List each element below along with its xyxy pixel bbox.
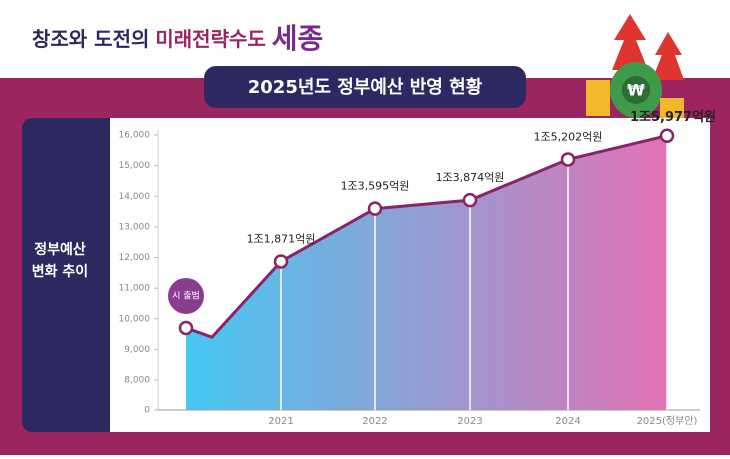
- point: [178, 320, 194, 336]
- point: [462, 192, 478, 208]
- value-label: 1조5,202억원: [534, 130, 603, 143]
- side-label: 변화 추이: [32, 263, 88, 280]
- chart-subtitle: 2025년도 정부예산 반영 현황: [248, 77, 483, 98]
- annotation: 시 출범: [172, 290, 200, 301]
- side-label: 정부예산: [34, 241, 86, 258]
- value-label: 1조5,977억원: [630, 110, 716, 125]
- annotation-bubble: [168, 277, 204, 314]
- point: [560, 152, 576, 167]
- side-panel: [22, 118, 122, 432]
- svg-text:₩: ₩: [627, 81, 645, 100]
- title-part: 창조와 도전의: [32, 27, 149, 51]
- title-part: 미래전략수도: [155, 27, 265, 51]
- y-tick-label: 15,000: [119, 161, 151, 171]
- x-tick-label: 2022: [362, 416, 387, 427]
- y-tick-label: 8,000: [124, 376, 150, 386]
- y-tick-label: 0: [144, 406, 150, 416]
- chart-title: 창조와 도전의 미래전략수도 세종: [32, 22, 323, 55]
- y-tick-label: 14,000: [119, 192, 151, 202]
- y-tick-label: 9,000: [124, 345, 150, 355]
- value-label: 1조3,595억원: [341, 180, 410, 193]
- area: [186, 135, 667, 410]
- y-tick-label: 16,000: [119, 131, 151, 141]
- value-label: 1조3,874억원: [436, 171, 505, 184]
- y-tick-label: 11,000: [119, 284, 151, 294]
- x-tick-label: 2021: [268, 416, 293, 427]
- x-tick-label: 2024: [555, 416, 580, 427]
- y-tick-label: 12,000: [119, 253, 151, 263]
- point: [367, 201, 383, 216]
- y-tick-label: 10,000: [119, 314, 151, 324]
- x-tick-label: 2025(정부안): [637, 415, 698, 427]
- point: [273, 254, 289, 269]
- title-part: 세종: [272, 22, 324, 55]
- money-icon: ₩: [586, 14, 684, 118]
- x-tick-label: 2023: [457, 416, 482, 427]
- subtitle-pill: [204, 66, 526, 108]
- y-tick-label: 13,000: [119, 222, 151, 232]
- value-label: 1조1,871억원: [247, 232, 316, 245]
- point: [659, 128, 675, 143]
